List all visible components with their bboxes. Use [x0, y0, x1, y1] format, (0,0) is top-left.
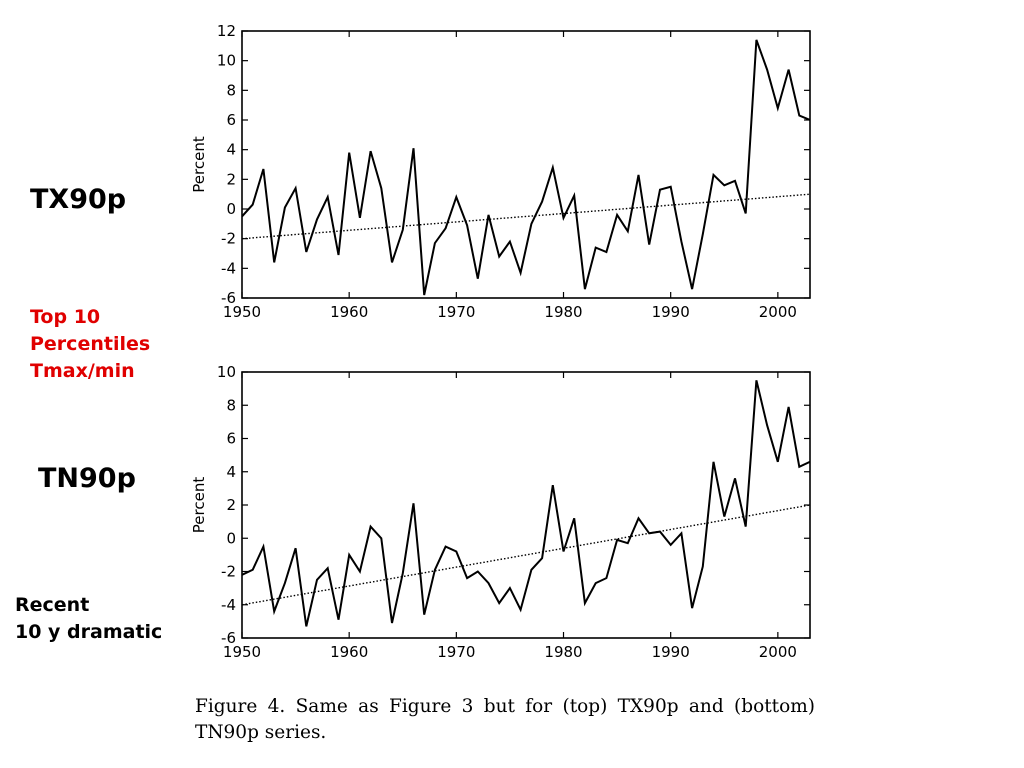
tx90p-ylabel: Percent — [190, 136, 208, 193]
tx90p-xtick-label: 1990 — [652, 303, 690, 321]
tx90p-ytick-label: 0 — [226, 200, 236, 218]
tx90p-series-line — [242, 39, 810, 296]
tn90p-xtick-label: 1960 — [330, 643, 368, 661]
tx90p-trend-line — [242, 193, 810, 240]
tn90p-ytick-label: 8 — [226, 396, 236, 414]
tx90p-xtick-label: 1980 — [544, 303, 582, 321]
tn90p-ytick-label: -4 — [221, 596, 236, 614]
tx90p-xtick-label: 1960 — [330, 303, 368, 321]
tn90p-ytick-label: 2 — [226, 496, 236, 514]
tx90p-plot-frame — [241, 30, 811, 299]
tx90p-ytick-label: 10 — [217, 52, 236, 70]
tx90p-ytick-label: -2 — [221, 230, 236, 248]
tx90p-ytick-label: 12 — [217, 22, 236, 40]
tx90p-ytick-label: -6 — [221, 289, 236, 307]
tn90p-ytick-label: -6 — [221, 629, 236, 647]
tx90p-xtick-label: 1970 — [437, 303, 475, 321]
figure-caption: Figure 4. Same as Figure 3 but for (top)… — [195, 696, 815, 743]
tn90p-ytick-label: 4 — [226, 463, 236, 481]
tn90p-trend-line — [242, 504, 810, 606]
tn90p-ytick-label: -2 — [221, 563, 236, 581]
recent-line-2: 10 y dramatic — [15, 620, 163, 643]
tn90p-series-line — [242, 380, 810, 627]
tn90p-label: TN90p — [38, 463, 136, 494]
tn90p-ylabel: Percent — [190, 477, 208, 534]
tn90p-xtick-label: 1980 — [544, 643, 582, 661]
tx90p-ytick-label: 6 — [226, 111, 236, 129]
tx90p-ytick-label: -4 — [221, 259, 236, 277]
tn90p-xtick-label: 1990 — [652, 643, 690, 661]
top10-line-2: Percentiles — [30, 332, 151, 355]
tn90p-ytick-label: 0 — [226, 529, 236, 547]
tn90p-xtick-label: 1970 — [437, 643, 475, 661]
tn90p-xtick-label: 1950 — [223, 643, 261, 661]
tx90p-ytick-label: 8 — [226, 81, 236, 99]
tx90p-xtick-label: 2000 — [759, 303, 797, 321]
top10-line-3: Tmax/min — [30, 359, 135, 382]
tn90p-xtick-label: 2000 — [759, 643, 797, 661]
tx90p-ytick-label: 4 — [226, 141, 236, 159]
tn90p-plot-frame — [241, 371, 811, 639]
recent-dramatic-label: Recent 10 y dramatic — [15, 594, 162, 648]
tx90p-label: TX90p — [30, 184, 127, 215]
tn90p-ytick-label: 10 — [217, 363, 236, 381]
tn90p-ytick-label: 6 — [226, 430, 236, 448]
tx90p-ytick-label: 2 — [226, 170, 236, 188]
tx90p-xtick-label: 1950 — [223, 303, 261, 321]
top10-percentiles-label: Top 10 Percentiles Tmax/min — [30, 306, 150, 386]
recent-line-1: Recent — [15, 594, 90, 616]
top10-line-1: Top 10 — [30, 306, 101, 328]
